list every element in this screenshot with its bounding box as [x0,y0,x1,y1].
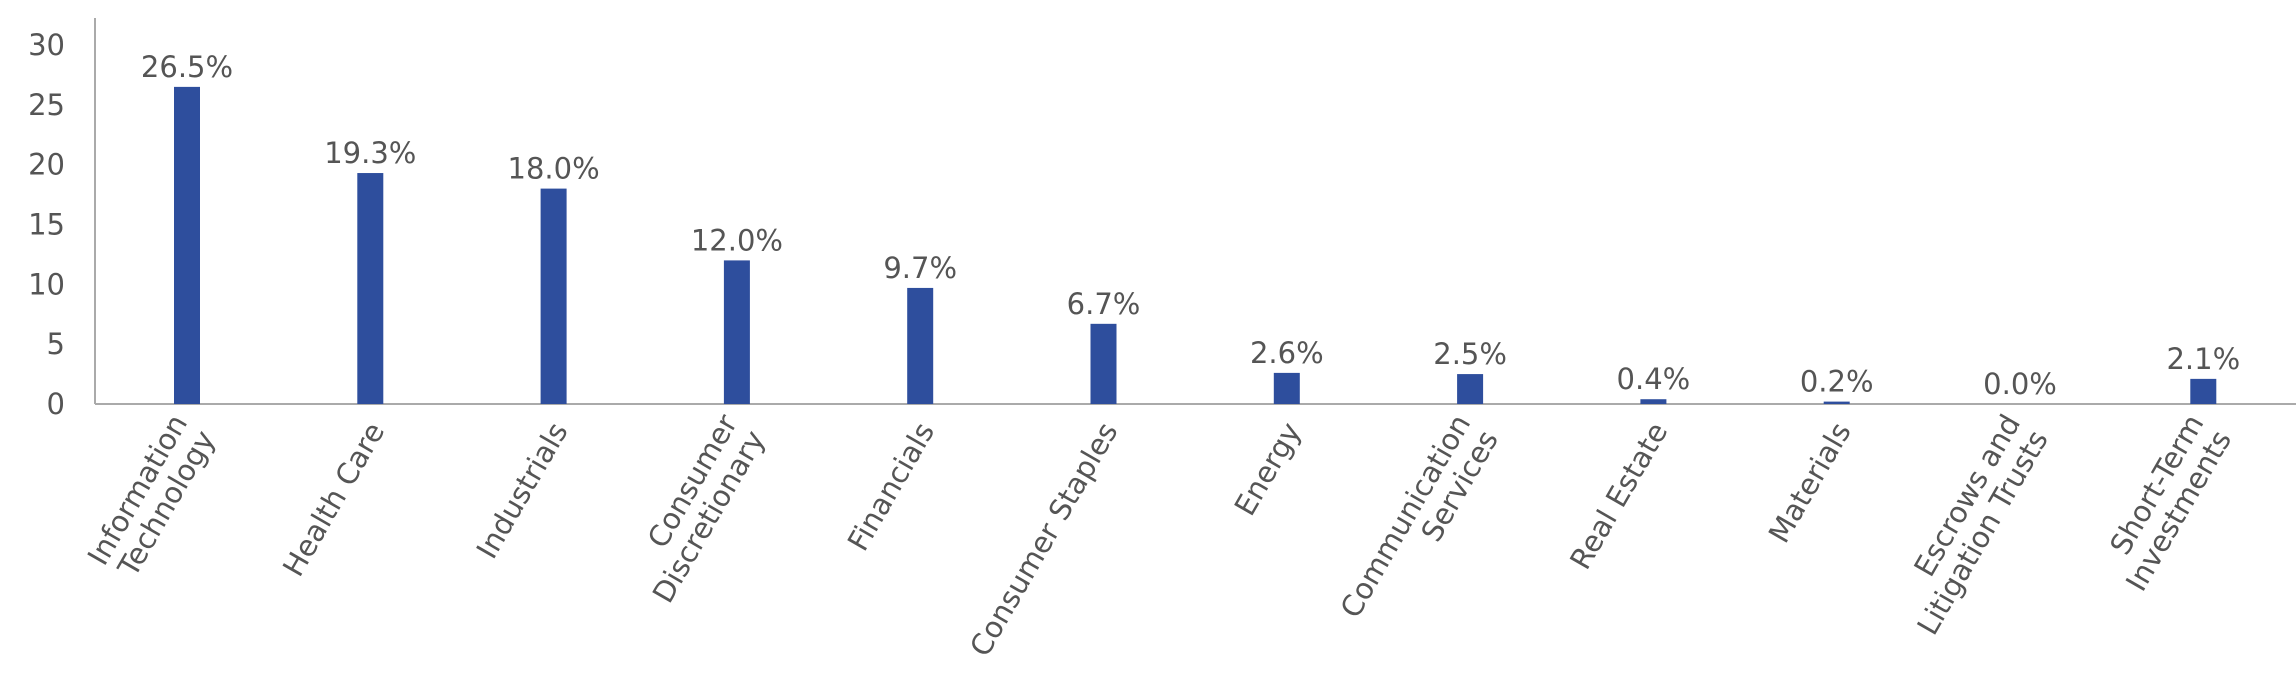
bar [357,173,384,404]
bar [1640,399,1667,404]
bar [1273,372,1300,404]
x-tick-label: InformationTechnology [81,409,222,587]
y-tick-label: 5 [47,327,65,361]
value-label: 2.6% [1250,336,1324,370]
y-tick-label: 25 [28,88,65,122]
bar [540,188,567,404]
value-label: 2.1% [2166,342,2240,376]
y-tick-label: 0 [47,387,65,421]
value-label: 6.7% [1067,287,1141,321]
x-tick-label: Health Care [276,417,391,583]
value-label: 26.5% [141,50,233,84]
bar [723,260,750,404]
bar [2190,378,2217,404]
x-tick-label: Industrials [470,417,575,565]
bar [907,287,934,404]
bar [1823,401,1850,404]
value-label: 2.5% [1433,337,1507,371]
bar [1457,374,1484,404]
x-tick-label: Real Estate [1563,417,1674,576]
x-tick-label: Consumer Staples [963,417,1124,663]
bar [174,86,200,404]
x-tick-label: Financials [841,416,941,556]
value-label: 0.4% [1617,362,1691,396]
x-tick-label: CommunicationServices [1334,409,1505,640]
value-label: 19.3% [324,136,416,170]
y-tick-label: 30 [28,28,65,62]
y-tick-label: 15 [28,208,65,242]
x-tick-label: Short-TermInvestments [2091,409,2238,597]
x-tick-label: ConsumerDiscretionary [618,408,772,608]
value-label: 12.0% [691,223,783,257]
value-label: 18.0% [508,152,600,186]
y-tick-label: 10 [28,267,65,301]
value-label: 9.7% [883,251,957,285]
bar [1090,323,1117,404]
x-tick-label: Materials [1762,417,1858,549]
y-tick-label: 20 [28,148,65,182]
x-tick-label: Energy [1228,417,1308,522]
x-tick-label: Escrows andLitigation Trusts [1883,409,2055,641]
value-label: 0.2% [1800,365,1874,399]
value-label: 0.0% [1983,367,2057,401]
